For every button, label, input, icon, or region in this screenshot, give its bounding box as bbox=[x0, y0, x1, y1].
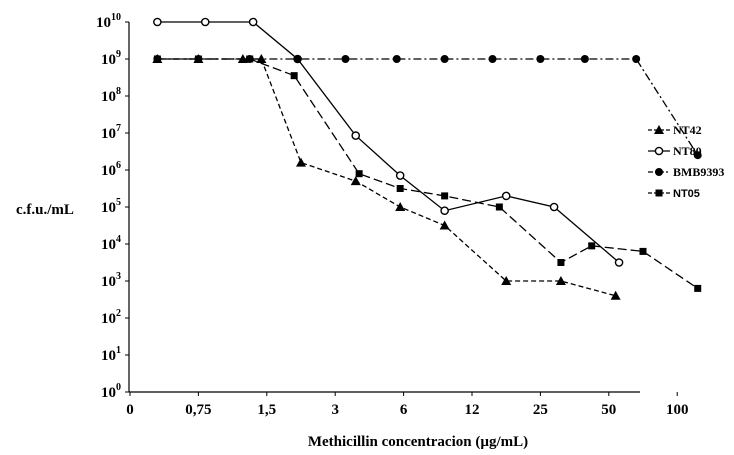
data-point bbox=[194, 55, 202, 63]
legend-marker bbox=[655, 189, 663, 197]
y-tick-label: 109 bbox=[101, 49, 121, 68]
data-point bbox=[588, 242, 596, 250]
series-bmb9393 bbox=[153, 55, 702, 160]
legend-entry-nt05: NT05 bbox=[648, 188, 700, 200]
data-point bbox=[355, 170, 363, 178]
series-line bbox=[157, 58, 699, 156]
x-axis-title: Methicillin concentracion (µg/mL) bbox=[308, 434, 528, 450]
x-tick-label: 25 bbox=[533, 402, 548, 418]
data-point bbox=[395, 171, 405, 180]
legend-marker bbox=[654, 125, 664, 134]
data-point bbox=[694, 284, 702, 292]
x-tick-label: 50 bbox=[601, 402, 616, 418]
y-tick-label: 100 bbox=[101, 382, 121, 401]
data-point bbox=[610, 290, 621, 300]
y-tick-label: 104 bbox=[101, 234, 121, 253]
y-tick-label: 103 bbox=[101, 271, 121, 290]
x-tick-labels: 00,751,536122550100200400800 bbox=[126, 392, 689, 418]
data-point bbox=[350, 176, 361, 186]
legend-marker bbox=[654, 146, 664, 156]
data-point bbox=[557, 259, 565, 266]
data-point bbox=[341, 55, 350, 63]
y-tick-label: 107 bbox=[101, 123, 121, 142]
legend-entry-nt80: NT80 bbox=[648, 144, 702, 158]
legend-label: NT05 bbox=[673, 188, 700, 200]
x-tick-label: 100 bbox=[666, 402, 689, 418]
series-layer bbox=[152, 17, 702, 300]
data-point bbox=[293, 55, 302, 63]
data-point bbox=[501, 191, 511, 201]
series-line bbox=[157, 21, 620, 263]
legend-label: NT42 bbox=[673, 123, 702, 137]
data-point bbox=[555, 276, 566, 285]
legend-entry-bmb9393: BMB9393 bbox=[648, 165, 724, 179]
x-tick-label: 1,5 bbox=[257, 402, 276, 418]
data-point bbox=[488, 55, 497, 63]
y-tick-label: 106 bbox=[101, 160, 121, 179]
y-tick-label: 101 bbox=[101, 345, 121, 364]
data-point bbox=[200, 17, 210, 27]
series-nt42 bbox=[152, 54, 621, 300]
legend-label: BMB9393 bbox=[673, 165, 724, 179]
x-tick-label: 0,75 bbox=[185, 402, 211, 418]
x-tick-label: 12 bbox=[465, 402, 480, 418]
data-point bbox=[693, 151, 702, 160]
x-tick-label: 0 bbox=[126, 402, 134, 418]
legend: NT42 NT80 BMB9393 NT05 bbox=[648, 123, 724, 200]
y-tick-label: 1010 bbox=[96, 12, 121, 31]
x-tick-label: 3 bbox=[331, 402, 339, 418]
y-tick-label: 105 bbox=[101, 197, 121, 216]
data-point bbox=[290, 72, 298, 80]
series-nt05 bbox=[153, 55, 702, 292]
series-line bbox=[157, 58, 699, 289]
series-nt80 bbox=[153, 17, 624, 267]
y-tick-labels: 100 101 102 103 104 105 106 107 108 109 1010 bbox=[96, 12, 129, 401]
data-point bbox=[246, 55, 254, 63]
data-point bbox=[639, 247, 647, 255]
data-point bbox=[395, 202, 406, 211]
x-tick-label: 6 bbox=[400, 402, 408, 418]
data-point bbox=[153, 17, 162, 27]
data-point bbox=[153, 55, 161, 63]
axes bbox=[128, 22, 640, 393]
data-point bbox=[439, 220, 450, 230]
y-tick-label: 102 bbox=[101, 308, 121, 327]
data-point bbox=[632, 55, 641, 63]
y-tick-label: 108 bbox=[101, 86, 121, 105]
data-point bbox=[396, 185, 404, 192]
series-line bbox=[157, 58, 616, 297]
data-point bbox=[440, 55, 449, 63]
data-point bbox=[536, 55, 545, 63]
legend-marker bbox=[655, 168, 663, 176]
legend-label: NT80 bbox=[673, 144, 702, 158]
data-point bbox=[501, 276, 512, 285]
data-point bbox=[392, 55, 401, 63]
data-point bbox=[248, 17, 258, 27]
data-point bbox=[614, 258, 624, 267]
data-point bbox=[495, 203, 503, 211]
y-axis-title: c.f.u./mL bbox=[16, 202, 74, 218]
legend-entry-nt42: NT42 bbox=[648, 123, 702, 137]
data-point bbox=[441, 192, 449, 200]
data-point bbox=[351, 131, 361, 140]
data-point bbox=[296, 157, 306, 167]
data-point bbox=[440, 206, 449, 215]
data-point bbox=[549, 202, 559, 212]
data-point bbox=[580, 55, 589, 63]
